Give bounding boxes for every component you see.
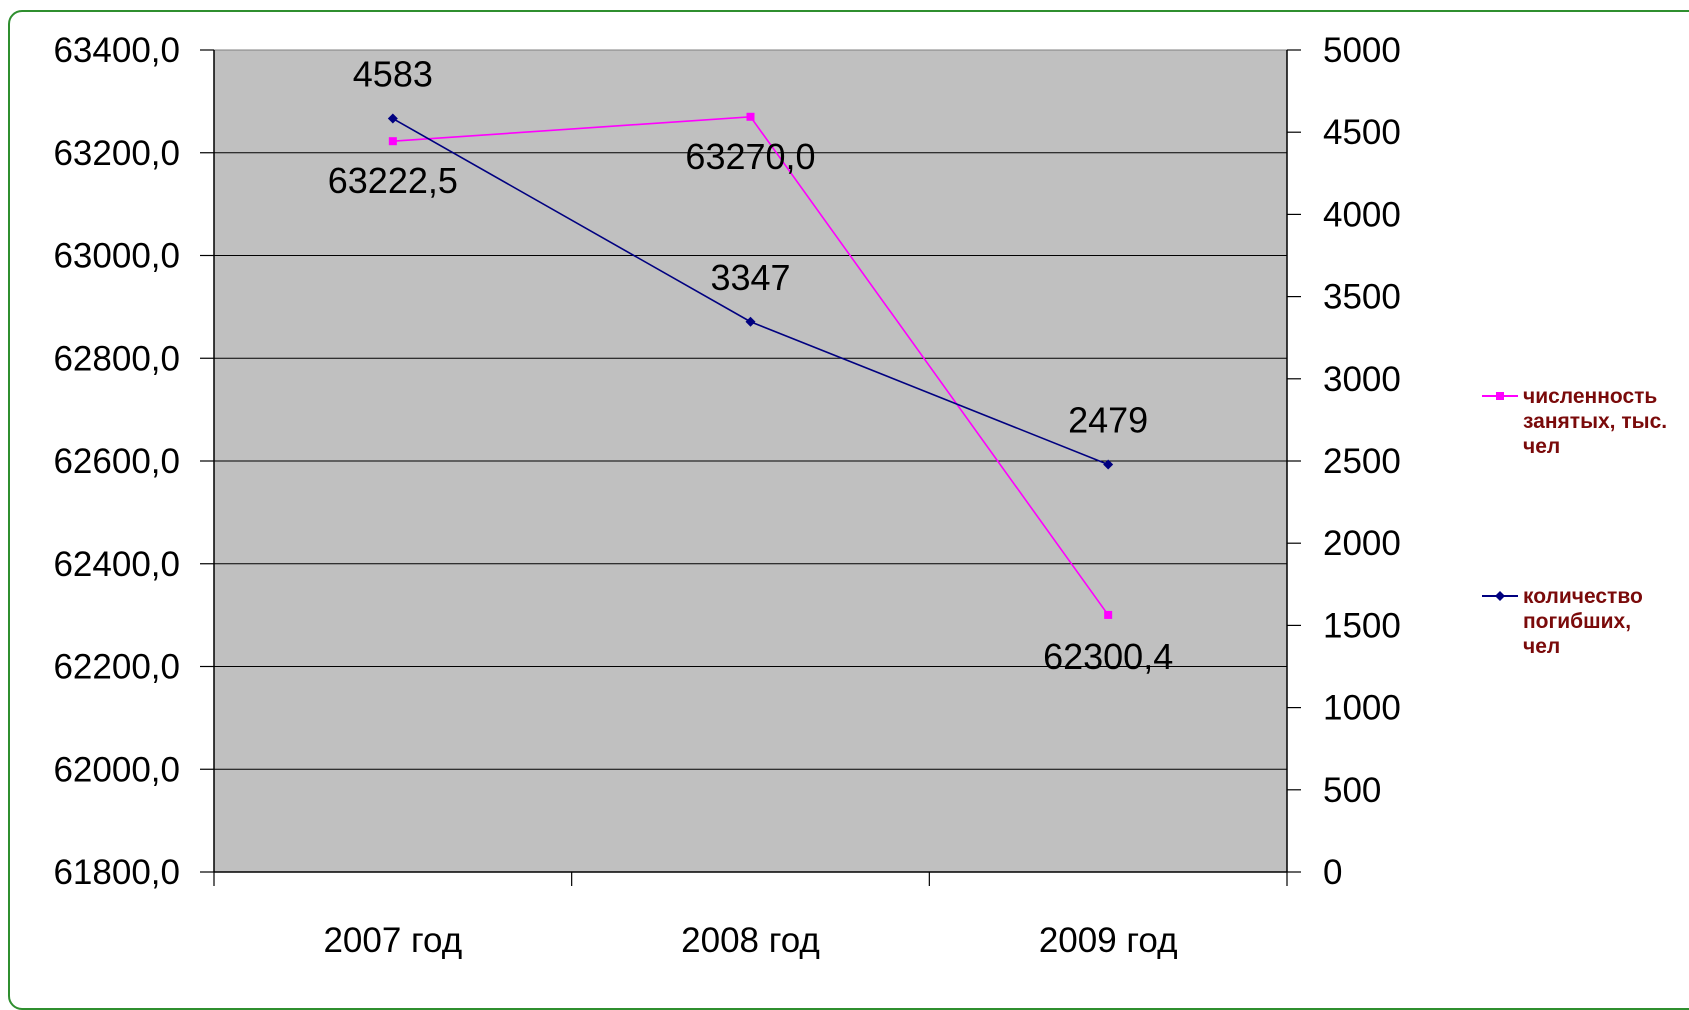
right-axis-tick-label: 500 — [1323, 771, 1381, 810]
right-axis-tick-label: 2000 — [1323, 524, 1401, 563]
left-axis-tick-label: 62600,0 — [53, 442, 180, 481]
legend-label: погибших, — [1523, 610, 1631, 633]
data-label: 63270,0 — [685, 136, 815, 177]
left-axis-tick-label: 63000,0 — [53, 237, 180, 276]
right-axis-tick-label: 5000 — [1323, 31, 1401, 70]
x-axis-category-label: 2007 год — [323, 921, 462, 960]
legend-label: занятых, тыс. — [1523, 410, 1667, 433]
series-point-diamond — [387, 113, 398, 124]
left-axis-tick-label: 63400,0 — [53, 31, 180, 70]
line-chart: 61800,0 62000,0 62200,0 62400,0 62600,0 62800… — [53, 31, 1667, 960]
x-axis-category-label: 2008 год — [681, 921, 820, 960]
right-axis-tick-label: 4500 — [1323, 113, 1401, 152]
left-axis-tick-label: 62200,0 — [53, 648, 180, 687]
left-axis-tick-label: 63200,0 — [53, 134, 180, 173]
right-axis-tick-label: 2500 — [1323, 442, 1401, 481]
data-label: 2479 — [1068, 399, 1148, 440]
legend-label: численность — [1523, 385, 1657, 408]
series-point-square — [388, 137, 397, 146]
left-axis-tick-label: 61800,0 — [53, 853, 180, 892]
legend-label: чел — [1523, 635, 1560, 658]
data-label: 62300,4 — [1043, 636, 1173, 677]
right-axis-tick-label: 3000 — [1323, 360, 1401, 399]
right-axis-tick-label: 4000 — [1323, 195, 1401, 234]
left-axis-tick-label: 62400,0 — [53, 545, 180, 584]
legend-marker-diamond — [1495, 591, 1505, 601]
series-point-diamond — [1103, 459, 1114, 470]
data-label: 3347 — [710, 257, 790, 298]
right-axis-tick-label: 0 — [1323, 853, 1342, 892]
series-point-diamond — [745, 316, 756, 327]
data-label: 4583 — [353, 54, 433, 95]
right-axis-tick-label: 3500 — [1323, 278, 1401, 317]
data-label: 63222,5 — [328, 160, 458, 201]
right-axis-tick-label: 1500 — [1323, 606, 1401, 645]
series-point-square — [746, 112, 755, 121]
x-axis-category-label: 2009 год — [1039, 921, 1178, 960]
left-axis-tick-label: 62000,0 — [53, 750, 180, 789]
series-point-square — [1104, 610, 1113, 619]
legend-label: количество — [1523, 585, 1643, 608]
legend-label: чел — [1523, 435, 1560, 458]
legend-marker-square — [1496, 392, 1504, 400]
left-axis-tick-label: 62800,0 — [53, 339, 180, 378]
right-axis-tick-label: 1000 — [1323, 689, 1401, 728]
